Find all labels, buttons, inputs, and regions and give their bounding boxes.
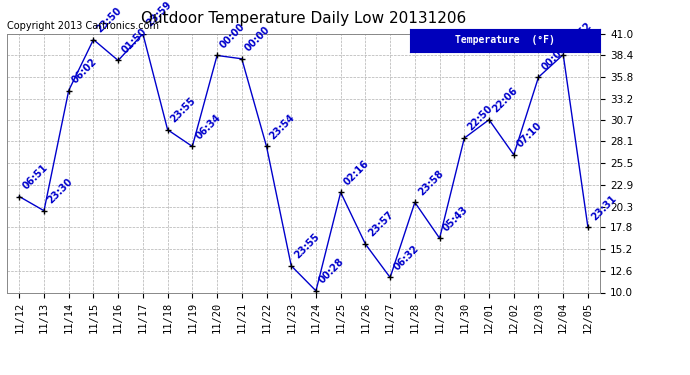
Text: 23:54: 23:54 bbox=[268, 112, 297, 141]
Text: 00:00: 00:00 bbox=[218, 21, 247, 50]
Text: 23:55: 23:55 bbox=[293, 232, 322, 261]
Text: 02:16: 02:16 bbox=[342, 158, 371, 187]
Text: 23:58: 23:58 bbox=[416, 168, 445, 197]
Text: 05:43: 05:43 bbox=[441, 204, 470, 233]
Text: 00:00: 00:00 bbox=[243, 25, 272, 54]
Text: 06:34: 06:34 bbox=[194, 112, 223, 141]
Text: 23:57: 23:57 bbox=[366, 210, 395, 239]
Text: Copyright 2013 Cartronics.com: Copyright 2013 Cartronics.com bbox=[7, 21, 159, 31]
Title: Outdoor Temperature Daily Low 20131206: Outdoor Temperature Daily Low 20131206 bbox=[141, 11, 466, 26]
Text: 23:50: 23:50 bbox=[95, 5, 124, 34]
Text: 23:31: 23:31 bbox=[589, 193, 618, 222]
Text: 06:51: 06:51 bbox=[21, 162, 50, 191]
Text: 06:02: 06:02 bbox=[70, 56, 99, 86]
Text: 22:06: 22:06 bbox=[491, 86, 520, 114]
Text: 23:55: 23:55 bbox=[169, 96, 198, 124]
Text: 07:10: 07:10 bbox=[515, 121, 544, 150]
Text: 00:00: 00:00 bbox=[540, 43, 569, 72]
Text: 23:30: 23:30 bbox=[46, 177, 75, 206]
Text: 23:52: 23:52 bbox=[564, 21, 593, 50]
Text: 00:28: 00:28 bbox=[317, 256, 346, 286]
Text: 06:32: 06:32 bbox=[391, 243, 420, 272]
Text: 01:50: 01:50 bbox=[119, 26, 148, 55]
Text: 22:50: 22:50 bbox=[466, 104, 495, 133]
Text: 23:59: 23:59 bbox=[144, 0, 173, 28]
